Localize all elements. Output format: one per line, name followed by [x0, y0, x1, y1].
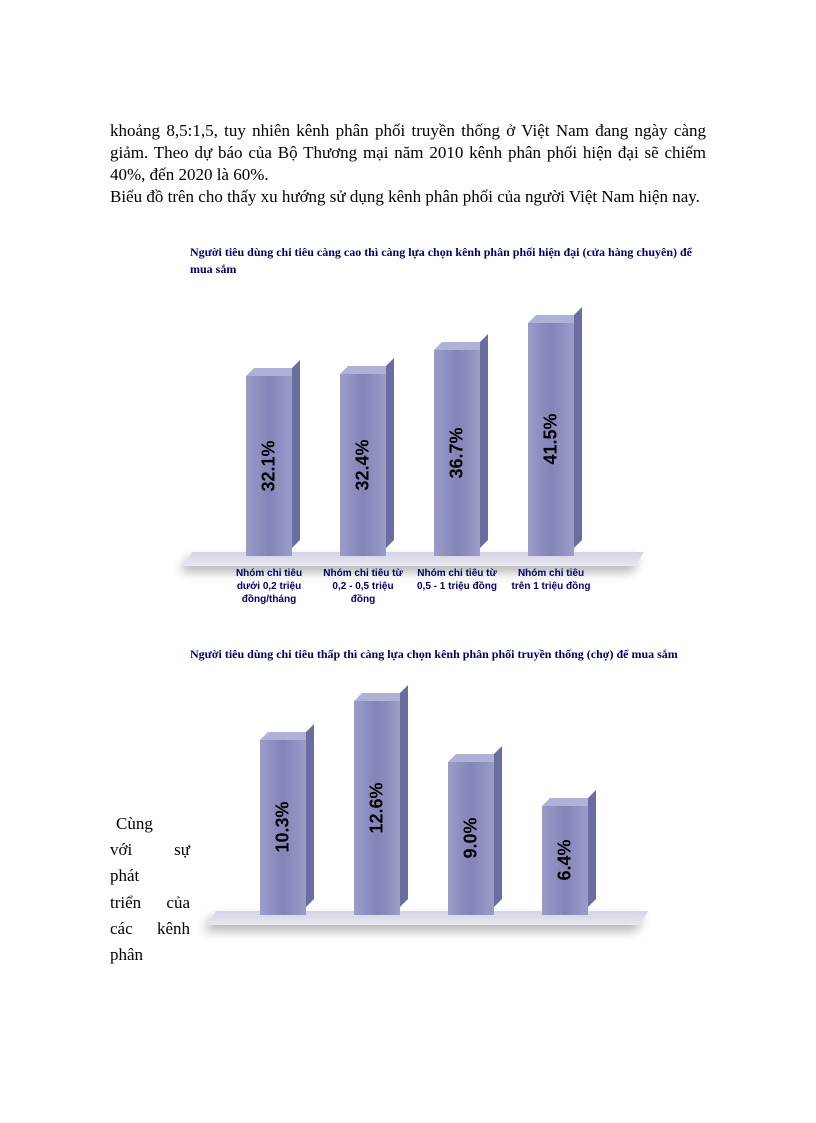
x-label: Nhóm chi tiêu từ 0,2 - 0,5 triệu đồng [321, 567, 405, 606]
bar-value-label: 41.5% [541, 414, 562, 465]
bar-front: 9.0% [448, 762, 494, 915]
chart-2-area: 10.3% 12.6% [224, 681, 624, 931]
bar: 6.4% [535, 806, 595, 915]
bar-side [480, 334, 488, 548]
side-paragraph: Cùng với sự phát triển của các kênh phân [110, 811, 190, 969]
x-label: Nhóm chi tiêu trên 1 triệu đồng [509, 567, 593, 606]
bar-side [588, 790, 596, 907]
bar-value-label: 32.1% [259, 440, 280, 491]
bar-front: 10.3% [260, 740, 306, 915]
x-label: Nhóm chi tiêu dưới 0,2 triệu đồng/tháng [227, 567, 311, 606]
bar-side [494, 746, 502, 907]
side-line: phát [110, 863, 190, 889]
bar-side [306, 724, 314, 907]
x-label: Nhóm chi tiêu từ 0,5 - 1 triệu đồng [415, 567, 499, 606]
bar-value-label: 6.4% [555, 840, 576, 881]
bar-front: 32.4% [340, 374, 386, 556]
side-line: triển của [110, 890, 190, 916]
bar-side [292, 360, 300, 548]
chart-1-title: Người tiêu dùng chi tiêu càng cao thì cà… [190, 244, 700, 278]
bar-value-label: 32.4% [353, 439, 374, 490]
bar-value-label: 9.0% [461, 818, 482, 859]
bar: 36.7% [427, 350, 487, 556]
lower-section: Người tiêu dùng chi tiêu thấp thì càng l… [110, 646, 706, 969]
bar: 41.5% [521, 323, 581, 556]
bar-side [400, 685, 408, 907]
bar-side [386, 358, 394, 548]
chart-1-bars: 32.1% 32.4% [200, 296, 620, 556]
bar: 10.3% [253, 740, 313, 915]
bar: 12.6% [347, 701, 407, 915]
side-line: các kênh [110, 916, 190, 942]
bar-front: 12.6% [354, 701, 400, 915]
chart-2-wrap: Người tiêu dùng chi tiêu thấp thì càng l… [110, 646, 706, 969]
paragraph-text: khoảng 8,5:1,5, tuy nhiên kênh phân phối… [110, 120, 706, 208]
bar-front: 6.4% [542, 806, 588, 915]
chart-2-title: Người tiêu dùng chi tiêu thấp thì càng l… [190, 646, 700, 663]
chart-2-bars: 10.3% 12.6% [224, 681, 624, 915]
side-line: phân [110, 942, 190, 968]
bar: 9.0% [441, 762, 501, 915]
side-line: với sự [110, 837, 190, 863]
bar-value-label: 12.6% [367, 782, 388, 833]
chart-1-area: 32.1% 32.4% [200, 296, 620, 606]
chart-1: Người tiêu dùng chi tiêu càng cao thì cà… [190, 244, 706, 606]
bar-value-label: 36.7% [447, 427, 468, 478]
bar-front: 41.5% [528, 323, 574, 556]
bar-value-label: 10.3% [273, 802, 294, 853]
side-line: Cùng [110, 811, 190, 837]
bar-side [574, 307, 582, 548]
bar-front: 32.1% [246, 376, 292, 556]
bar-front: 36.7% [434, 350, 480, 556]
bar: 32.4% [333, 374, 393, 556]
document-page: khoảng 8,5:1,5, tuy nhiên kênh phân phối… [0, 0, 816, 1029]
chart-1-x-labels: Nhóm chi tiêu dưới 0,2 triệu đồng/tháng … [200, 567, 620, 606]
bar: 32.1% [239, 376, 299, 556]
